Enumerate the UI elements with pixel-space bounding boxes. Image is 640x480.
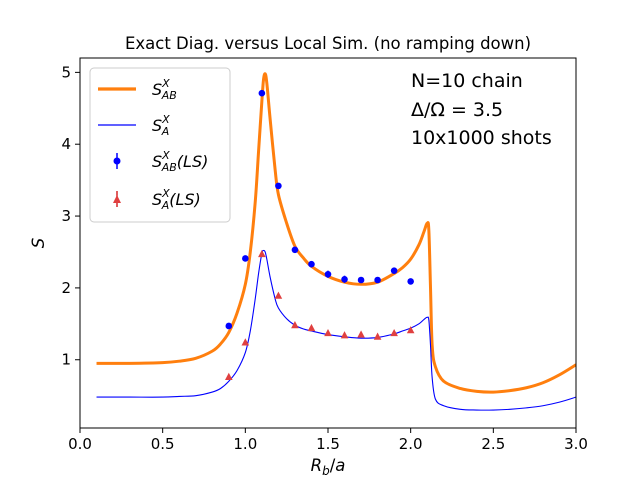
x-axis-label: Rb/a <box>311 456 346 478</box>
legend-frame <box>89 67 231 223</box>
annotation-line-3: 10x1000 shots <box>411 127 552 149</box>
y-axis-label: S <box>29 238 48 248</box>
data-point-s-a-ls-marker <box>324 328 332 337</box>
data-point-s-ab-ls-marker <box>291 246 299 254</box>
data-point-s-ab-ls <box>407 278 414 285</box>
data-point-s-ab-ls-marker <box>258 89 266 97</box>
legend-swatch-s-ab-ls <box>113 153 121 169</box>
y-tick-label: 1 <box>61 351 71 369</box>
data-point-s-ab-ls-marker <box>308 260 315 268</box>
y-tick-label: 3 <box>61 207 71 225</box>
data-point-s-a-ls <box>307 323 316 332</box>
data-point-s-ab-ls <box>275 182 282 190</box>
data-point-s-a-ls-marker <box>307 323 316 332</box>
y-tick-label: 2 <box>61 279 71 297</box>
data-point-s-ab-ls-marker <box>390 267 398 274</box>
data-point-s-ab-ls <box>308 260 315 268</box>
data-point-s-ab-ls <box>258 89 266 97</box>
data-point-s-a-ls-marker <box>225 372 233 380</box>
legend-label-s-a-ls: SX A(LS) <box>152 187 201 212</box>
legend-label-s-a: SX A <box>152 113 170 138</box>
data-point-s-ab-ls <box>357 276 365 284</box>
y-axis: 1 2 3 4 5 <box>61 63 80 369</box>
data-point-s-a-ls <box>291 321 299 329</box>
data-point-s-ab-ls-marker <box>242 255 249 262</box>
data-point-s-ab-ls-marker <box>324 270 332 278</box>
data-point-s-ab-ls <box>341 275 348 283</box>
legend: SX AB SX A SX AB(LS) SX A(LS) <box>89 67 231 223</box>
x-tick-label: 1.0 <box>233 435 257 453</box>
series-layer <box>96 72 576 411</box>
data-point-s-ab-ls <box>390 267 398 274</box>
data-point-s-a-ls <box>274 291 283 299</box>
annotation-line-1: N=10 chain <box>411 70 523 92</box>
data-point-s-a-ls-marker <box>406 326 415 334</box>
plot-area <box>79 57 577 429</box>
legend-label-s-ab-ls: SX AB(LS) <box>152 149 208 174</box>
data-point-s-a-ls <box>225 372 233 380</box>
data-point-s-a-ls-marker <box>373 332 382 340</box>
legend-swatch-s-a-ls <box>113 191 121 207</box>
data-point-s-a-ls <box>357 330 365 338</box>
x-tick-label: 3.0 <box>564 435 588 453</box>
data-point-s-a-ls <box>390 328 398 337</box>
data-point-s-a-ls <box>373 332 382 340</box>
x-tick-label: 0.5 <box>151 435 175 453</box>
data-point-s-a-ls-marker <box>241 338 250 346</box>
data-point-s-a-ls-marker <box>340 331 349 339</box>
data-point-s-ab-ls <box>225 322 233 330</box>
annotation: N=10 chain Δ/Ω = 3.5 10x1000 shots <box>411 70 552 149</box>
data-point-s-ab-ls <box>291 246 299 254</box>
svg-text:Rb/a: Rb/a <box>311 456 346 478</box>
data-point-s-a-ls-marker <box>291 321 299 329</box>
data-point-s-ab-ls-marker <box>407 278 414 285</box>
data-point-s-a-ls <box>324 328 332 337</box>
data-point-s-ab-ls <box>374 276 381 284</box>
data-point-s-a-ls-marker <box>258 249 266 258</box>
data-point-s-ab-ls <box>242 255 249 262</box>
y-tick-label: 4 <box>61 135 71 153</box>
data-point-s-a-ls <box>340 331 349 339</box>
x-tick-label: 1.5 <box>316 435 340 453</box>
x-tick-label: 0.0 <box>68 435 92 453</box>
y-tick-label: 5 <box>61 63 71 81</box>
data-point-s-ab-ls-marker <box>275 182 282 190</box>
data-point-s-a-ls <box>241 338 250 346</box>
data-point-s-a-ls-marker <box>274 291 283 299</box>
x-tick-label: 2.5 <box>481 435 505 453</box>
x-axis: 0.0 0.5 1.0 1.5 2.0 2.5 3.0 <box>68 428 588 453</box>
svg-text:S: S <box>29 238 48 248</box>
data-point-s-ab-ls-marker <box>374 276 381 284</box>
data-point-s-a-ls <box>406 326 415 334</box>
data-point-s-a-ls-marker <box>390 328 398 337</box>
data-point-s-ab-ls <box>324 270 332 278</box>
data-point-s-a-ls <box>258 249 266 258</box>
chart-title: Exact Diag. versus Local Sim. (no rampin… <box>125 34 531 53</box>
annotation-line-2: Δ/Ω = 3.5 <box>411 99 503 121</box>
x-tick-label: 2.0 <box>399 435 423 453</box>
data-point-s-ab-ls-marker <box>341 275 348 283</box>
data-point-s-ab-ls-marker <box>225 322 233 330</box>
data-point-s-ab-ls-marker <box>357 276 365 284</box>
data-point-s-a-ls-marker <box>357 330 365 338</box>
